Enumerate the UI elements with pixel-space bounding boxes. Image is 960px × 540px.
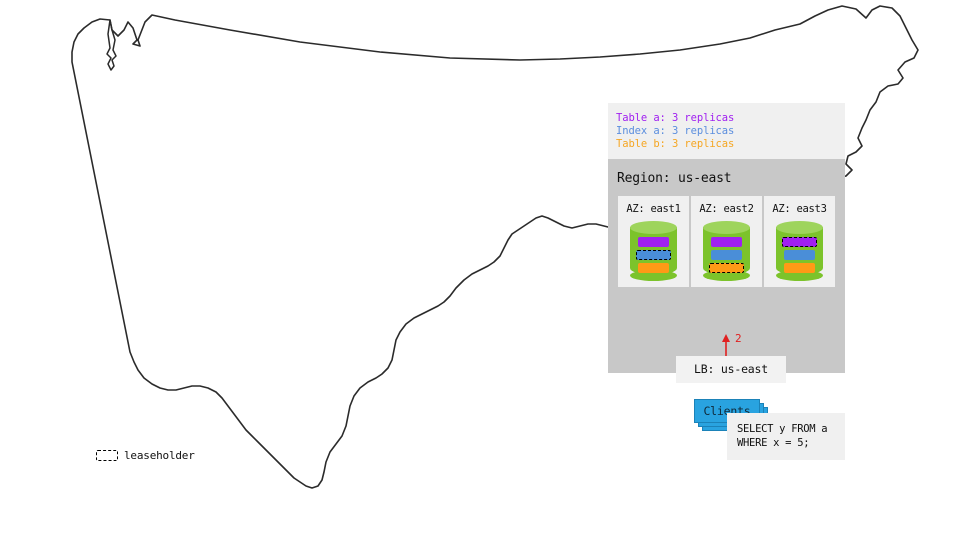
- replica-bars-east2: [703, 237, 750, 273]
- replica-bars-east1: [630, 237, 677, 273]
- cylinder-bottom: [703, 270, 750, 281]
- flow-arrow-step-2: 2: [720, 332, 750, 356]
- arrow-up-icon: [722, 334, 730, 356]
- region-title: Region: us-east: [617, 171, 732, 186]
- replica-legend-panel: Table a: 3 replicas Index a: 3 replicas …: [608, 103, 845, 159]
- load-balancer-label: LB: us-east: [694, 362, 768, 376]
- region-panel: Region: us-east AZ: east1 AZ:: [608, 159, 845, 431]
- sql-query-line-1: SELECT y FROM a: [737, 423, 828, 435]
- az-box-east3[interactable]: AZ: east3: [764, 196, 835, 287]
- replica-bar-table-a: [638, 237, 669, 247]
- replica-bar-index-a-leaseholder: [636, 250, 671, 260]
- replica-bar-table-b: [784, 263, 815, 273]
- replica-bars-east3: [776, 237, 823, 273]
- replica-legend-line-index-a: Index a: 3 replicas: [616, 125, 735, 137]
- az-label-east2: AZ: east2: [699, 203, 754, 215]
- load-balancer-box[interactable]: LB: us-east: [676, 356, 786, 383]
- replica-bar-table-a: [711, 237, 742, 247]
- replica-bar-table-b-leaseholder: [709, 263, 744, 273]
- az-label-east3: AZ: east3: [772, 203, 827, 215]
- cylinder-top: [776, 221, 823, 234]
- az-label-east1: AZ: east1: [626, 203, 681, 215]
- us-west-coast-detail: [106, 19, 117, 71]
- replica-legend-line-table-a: Table a: 3 replicas: [616, 112, 735, 124]
- az-box-east1[interactable]: AZ: east1: [618, 196, 689, 287]
- replica-bar-index-a: [784, 250, 815, 260]
- leaseholder-legend-label: leaseholder: [124, 449, 195, 462]
- database-cylinder-east2: [703, 221, 750, 281]
- leaseholder-legend: leaseholder: [96, 449, 195, 462]
- dashed-rect-icon: [96, 450, 118, 461]
- sql-query-line-2: WHERE x = 5;: [737, 437, 810, 449]
- replica-legend-line-table-b: Table b: 3 replicas: [616, 138, 735, 150]
- replica-bar-table-b: [638, 263, 669, 273]
- region-diagram: Table a: 3 replicas Index a: 3 replicas …: [608, 103, 845, 460]
- replica-bar-index-a: [711, 250, 742, 260]
- cylinder-bottom: [630, 270, 677, 281]
- database-cylinder-east3: [776, 221, 823, 281]
- az-strip: AZ: east1 AZ: east2: [618, 196, 835, 287]
- database-cylinder-east1: [630, 221, 677, 281]
- az-box-east2[interactable]: AZ: east2: [691, 196, 762, 287]
- cylinder-top: [630, 221, 677, 234]
- cylinder-top: [703, 221, 750, 234]
- cylinder-bottom: [776, 270, 823, 281]
- replica-bar-table-a-leaseholder: [782, 237, 817, 247]
- sql-query-box: SELECT y FROM a WHERE x = 5;: [727, 413, 845, 460]
- flow-step-number: 2: [735, 332, 742, 345]
